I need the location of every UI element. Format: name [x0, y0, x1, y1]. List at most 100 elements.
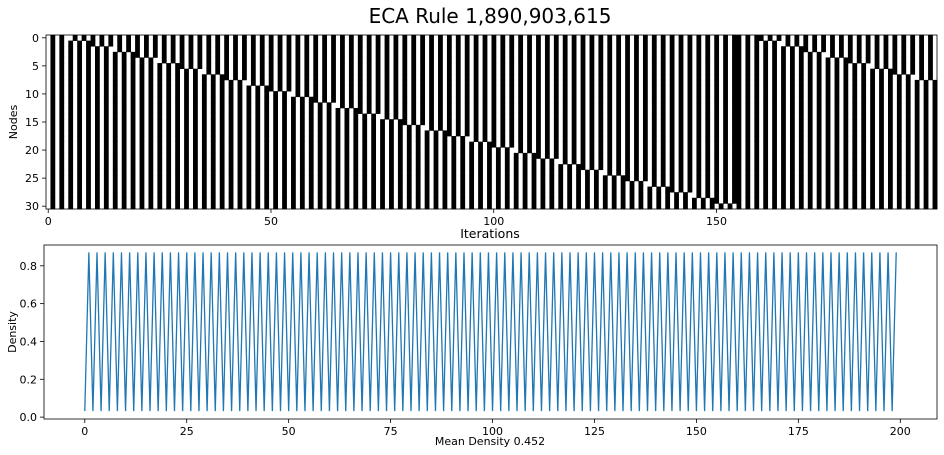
- heatmap-cell: [607, 152, 613, 159]
- heatmap-cell: [59, 96, 65, 103]
- heatmap-cell: [482, 79, 488, 86]
- heatmap-cell: [914, 79, 920, 86]
- heatmap-cell: [789, 51, 795, 58]
- heatmap-cell: [148, 107, 154, 114]
- heatmap-cell: [527, 119, 532, 126]
- heatmap-cell: [847, 57, 853, 64]
- heatmap-cell: [313, 40, 319, 47]
- heatmap-cell: [669, 96, 675, 103]
- heatmap-cell: [571, 136, 577, 142]
- heatmap-cell: [455, 119, 461, 126]
- heatmap-cell: [210, 186, 216, 193]
- heatmap-cell: [696, 180, 702, 187]
- heatmap-cell: [130, 96, 136, 103]
- heatmap-cell: [888, 74, 893, 81]
- heatmap-cell: [789, 74, 795, 81]
- heatmap-cell: [674, 203, 679, 210]
- heatmap-cell: [580, 107, 586, 114]
- heatmap-cell: [798, 147, 804, 154]
- heatmap-cell: [705, 175, 711, 182]
- heatmap-cell: [714, 175, 720, 182]
- heatmap-cell: [798, 192, 804, 199]
- heatmap-cell: [625, 85, 630, 92]
- heatmap-cell: [304, 74, 310, 81]
- heatmap-cell: [157, 113, 163, 120]
- heatmap-cell: [201, 180, 207, 187]
- heatmap-cell: [736, 186, 742, 193]
- heatmap-cell: [219, 175, 225, 182]
- heatmap-cell: [348, 35, 354, 41]
- heatmap-cell: [616, 164, 622, 171]
- heatmap-cell: [402, 91, 408, 98]
- heatmap-cell: [344, 175, 350, 182]
- heatmap-cell: [781, 96, 786, 103]
- heatmap-cell: [148, 79, 154, 86]
- heatmap-cell: [549, 192, 555, 199]
- heatmap-cell: [772, 74, 777, 81]
- heatmap-cell: [152, 46, 158, 53]
- heatmap-cell: [781, 119, 786, 126]
- heatmap-cell: [59, 141, 65, 148]
- heatmap-cell: [553, 63, 559, 70]
- heatmap-cell: [932, 175, 938, 182]
- heatmap-cell: [438, 85, 443, 92]
- heatmap-cell: [446, 91, 452, 98]
- heatmap-cell: [420, 40, 426, 47]
- heatmap-cell: [121, 79, 127, 86]
- heatmap-cell: [892, 40, 898, 47]
- heatmap-cell: [807, 203, 813, 210]
- heatmap-cell: [571, 102, 577, 109]
- heatmap-cell: [460, 164, 466, 171]
- heatmap-cell: [273, 124, 279, 131]
- heatmap-cell: [366, 85, 372, 92]
- heatmap-cell: [892, 35, 898, 41]
- heatmap-cell: [678, 141, 684, 148]
- heatmap-cell: [201, 192, 207, 199]
- heatmap-cell: [299, 124, 305, 131]
- heatmap-cell: [77, 46, 82, 53]
- heatmap-cell: [705, 141, 711, 148]
- heatmap-cell: [580, 158, 586, 165]
- heatmap-cell: [393, 96, 399, 103]
- heatmap-cell: [914, 119, 920, 126]
- heatmap-cell: [678, 40, 684, 47]
- heatmap-cell: [825, 192, 831, 199]
- heatmap-cell: [781, 169, 786, 176]
- heatmap-cell: [513, 186, 519, 193]
- heatmap-cell: [242, 68, 247, 75]
- heatmap-cell: [371, 175, 377, 182]
- heatmap-cell: [424, 180, 430, 187]
- heatmap-cell: [825, 197, 831, 204]
- heatmap-cell: [527, 136, 532, 142]
- heatmap-cell: [442, 197, 448, 204]
- heatmap-cell: [366, 40, 372, 47]
- heatmap-cell: [433, 203, 439, 210]
- heatmap-cell: [86, 124, 91, 131]
- heatmap-cell: [380, 192, 385, 199]
- heatmap-cell: [478, 186, 483, 193]
- heatmap-cell: [834, 192, 840, 199]
- heatmap-cell: [77, 152, 82, 159]
- heatmap-cell: [295, 68, 301, 75]
- heatmap-cell: [745, 102, 751, 109]
- heatmap-cell: [112, 96, 118, 103]
- heatmap-cell: [923, 124, 929, 131]
- heatmap-cell: [879, 74, 884, 81]
- heatmap-cell: [754, 96, 760, 103]
- heatmap-cell: [732, 192, 737, 199]
- heatmap-cell: [861, 147, 867, 154]
- heatmap-cell: [246, 119, 252, 126]
- heatmap-cell: [852, 147, 858, 154]
- heatmap-cell: [264, 85, 270, 92]
- heatmap-cell: [651, 175, 657, 182]
- heatmap-cell: [834, 180, 840, 187]
- heatmap-cell: [184, 119, 189, 126]
- heatmap-cell: [705, 85, 711, 92]
- heatmap-cell: [847, 46, 853, 53]
- heatmap-cell: [380, 152, 385, 159]
- heatmap-cell: [696, 186, 702, 193]
- heatmap-cell: [112, 74, 118, 81]
- heatmap-cell: [553, 57, 559, 64]
- heatmap-cell: [607, 113, 613, 120]
- heatmap-cell: [536, 40, 541, 47]
